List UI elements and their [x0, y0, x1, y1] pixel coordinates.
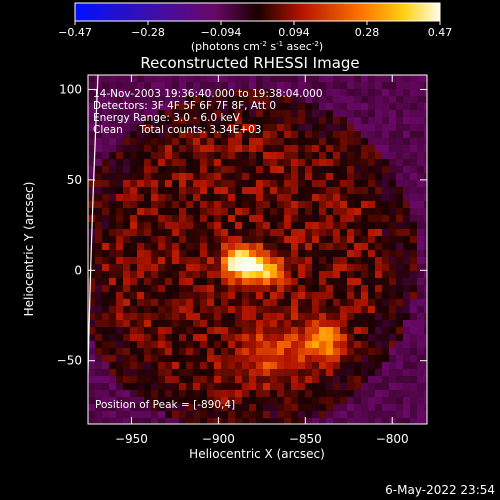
colorbar-tick-label: 0.47 — [428, 26, 453, 39]
colorbar-tick-label: −0.094 — [201, 26, 242, 39]
y-tick-label: −50 — [57, 354, 82, 368]
colorbar-units: (photons cm-2 s-1 asec-2) — [191, 40, 323, 53]
colorbar: −0.47 −0.28 −0.094 0.094 0.28 0.47 (photons c… — [58, 2, 452, 53]
image-heatmap — [88, 75, 427, 424]
y-tick-label: 100 — [59, 82, 82, 96]
annotation-energy: Energy Range: 3.0 - 6.0 keV — [93, 112, 241, 124]
annotation-detectors: Detectors: 3F 4F 5F 6F 7F 8F, Att 0 — [93, 100, 276, 112]
y-tick-label: 0 — [74, 263, 82, 277]
x-tick-label: −900 — [202, 432, 235, 446]
y-axis-label: Heliocentric Y (arcsec) — [22, 182, 36, 317]
colorbar-tick-label: 0.094 — [278, 26, 310, 39]
colorbar-gradient — [74, 2, 441, 22]
colorbar-ticks: −0.47 −0.28 −0.094 0.094 0.28 0.47 — [58, 21, 452, 39]
y-tick-label: 50 — [67, 173, 82, 187]
annotation-time: 14-Nov-2003 19:36:40.000 to 19:38:04.000 — [93, 88, 323, 100]
chart-title: Reconstructed RHESSI Image — [140, 54, 359, 72]
x-tick-label: −950 — [115, 432, 148, 446]
footer-date: 6-May-2022 23:54 — [385, 483, 495, 497]
x-tick-label: −850 — [289, 432, 322, 446]
colorbar-tick-label: −0.28 — [131, 26, 165, 39]
annotation-clean: Clean Total counts: 3.34E+03 — [93, 124, 262, 136]
axis-ticks: −950 −900 −850 −800 100 50 0 −50 — [57, 75, 427, 446]
colorbar-tick-label: −0.47 — [58, 26, 92, 39]
x-tick-label: −800 — [376, 432, 409, 446]
colorbar-tick-label: 0.28 — [355, 26, 380, 39]
plot-frame — [87, 74, 428, 425]
heatmap-cells — [88, 75, 427, 424]
x-axis-label: Heliocentric X (arcsec) — [189, 447, 325, 461]
solar-limb — [88, 75, 99, 403]
annotation-peak: Position of Peak = [-890,4] — [95, 399, 235, 411]
